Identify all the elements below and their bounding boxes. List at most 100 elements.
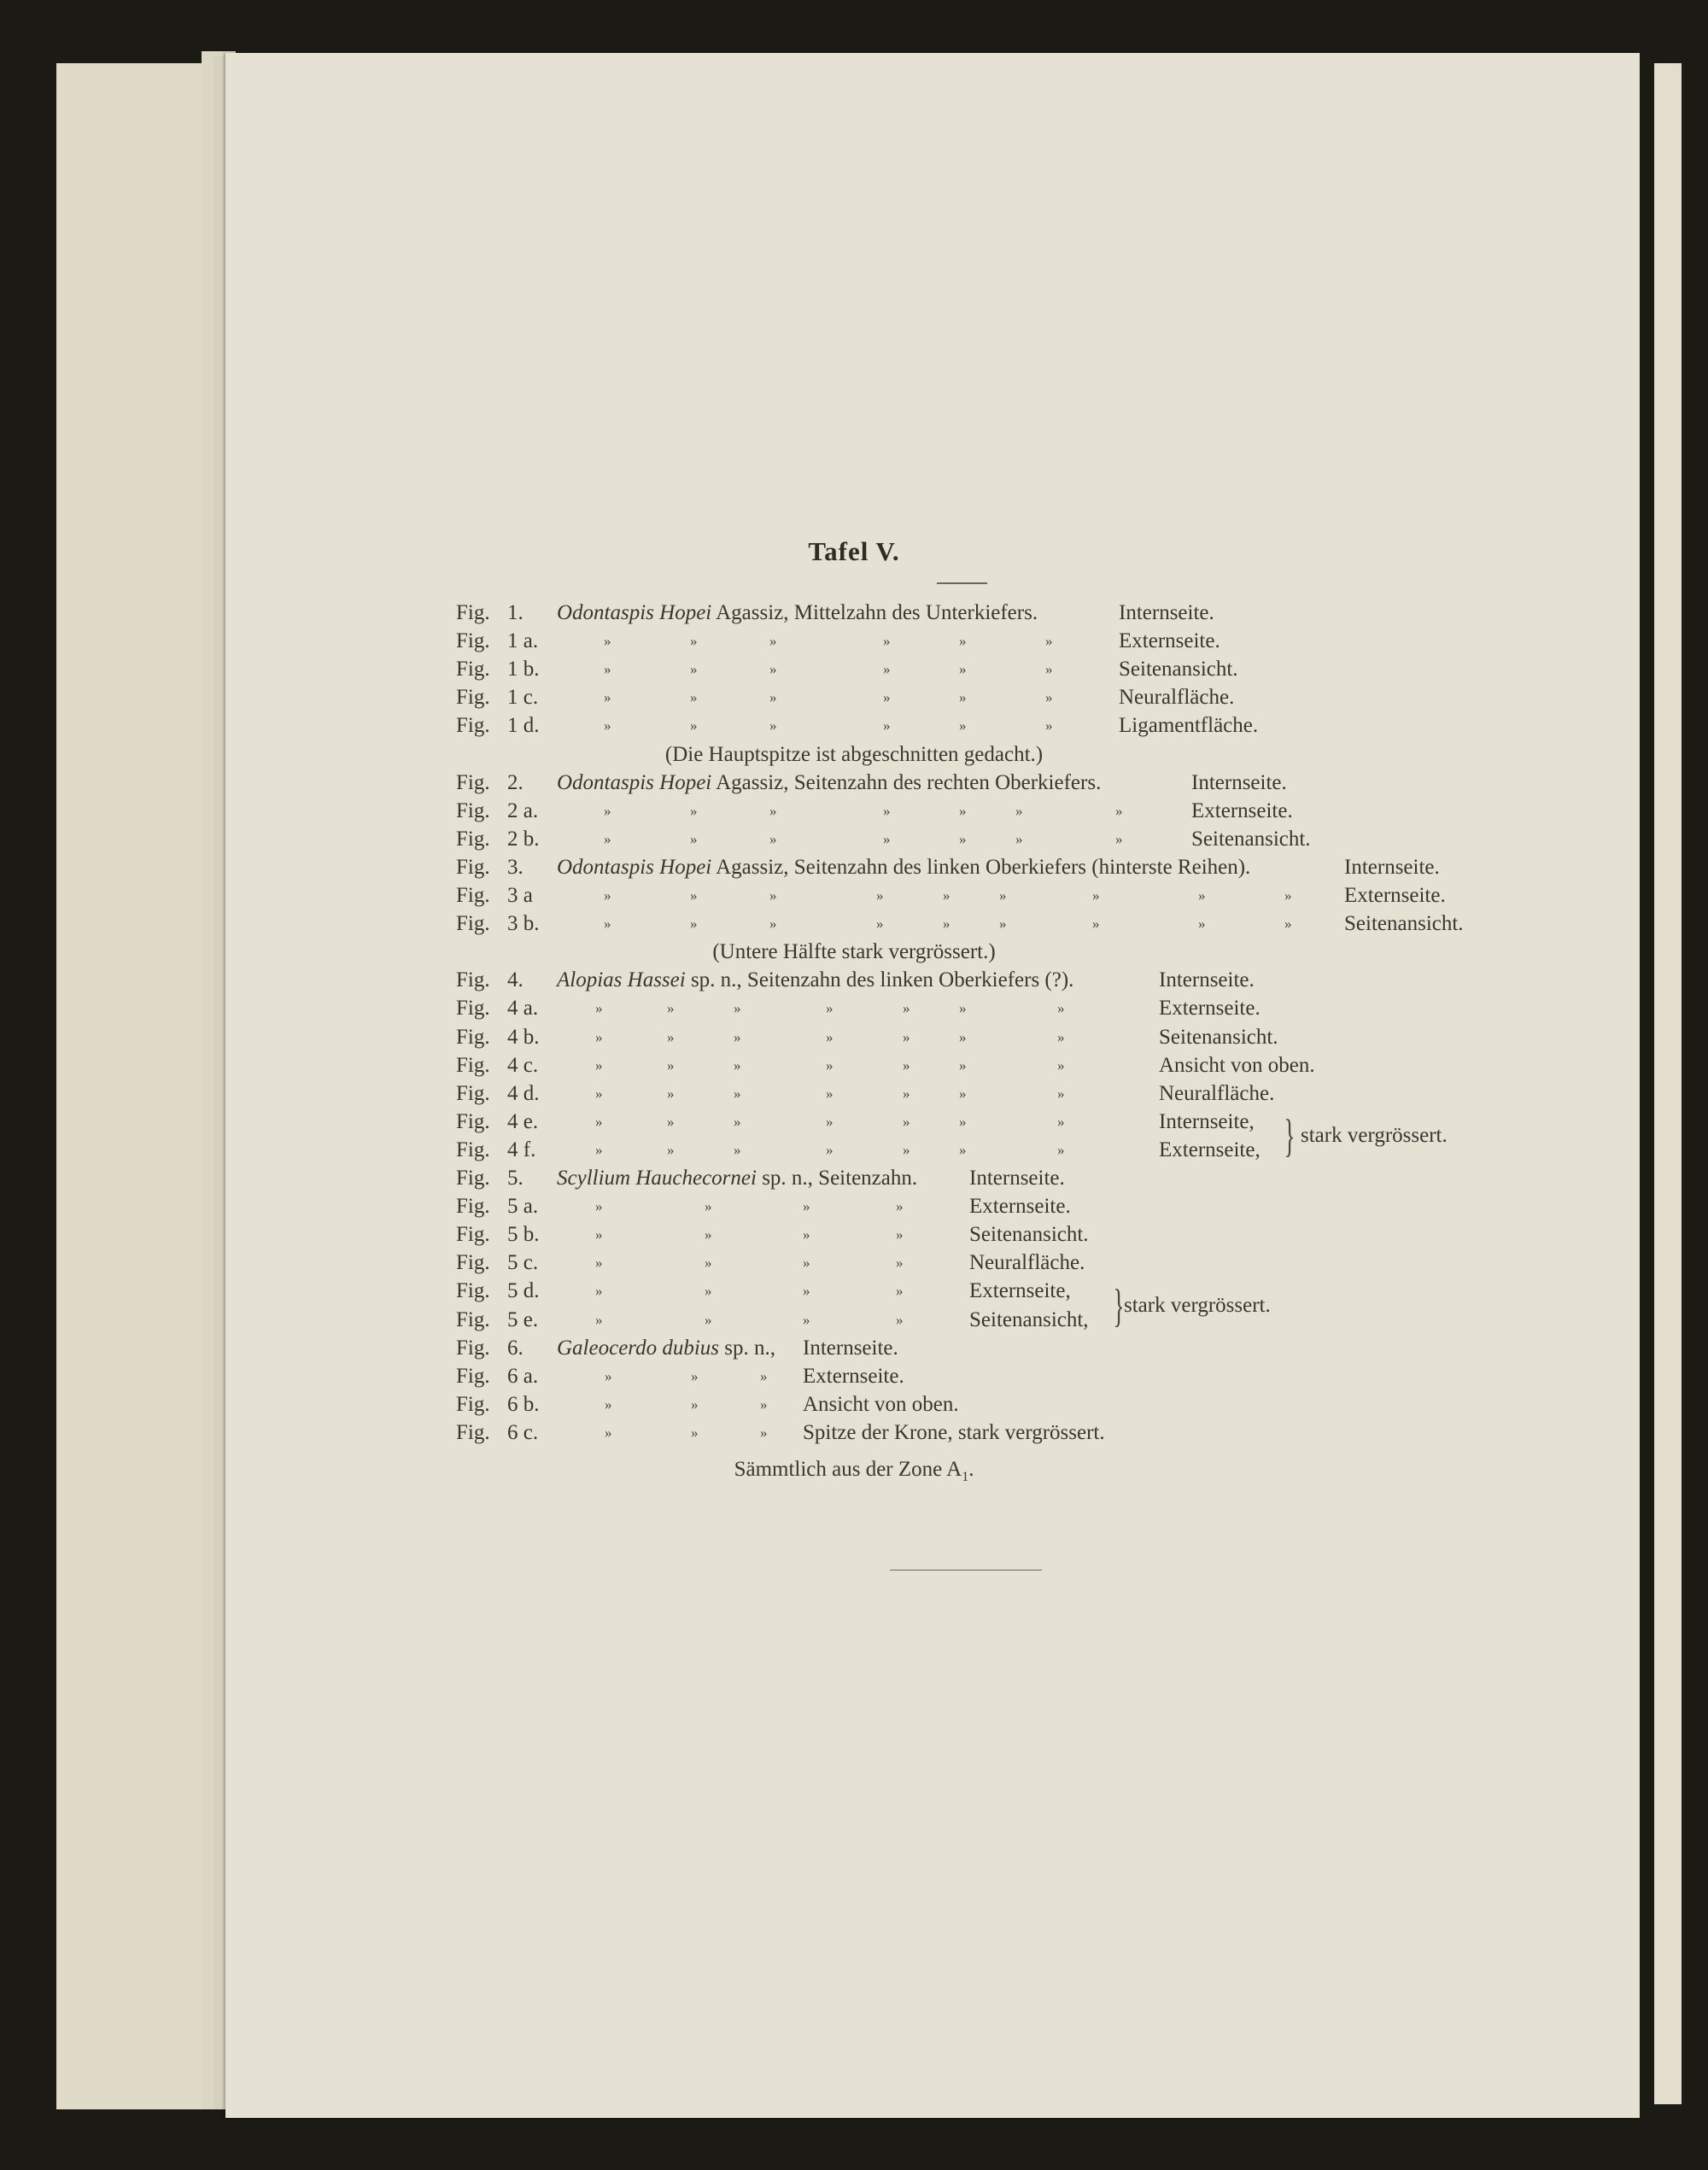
species-name: Odontaspis Hopei bbox=[557, 770, 712, 794]
description-text: sp. n., Seitenzahn. bbox=[756, 1167, 918, 1190]
fig-label: Fig. bbox=[456, 1336, 490, 1360]
ditto-mark: » bbox=[1045, 661, 1053, 678]
page bbox=[225, 53, 1640, 2118]
view-label: Internseite. bbox=[1119, 601, 1214, 624]
fig-label: Fig. bbox=[456, 884, 490, 907]
fig-number: 1 a. bbox=[507, 629, 539, 653]
ditto-mark: » bbox=[690, 887, 698, 904]
ditto-mark: » bbox=[690, 717, 698, 734]
view-label: Externseite. bbox=[1119, 629, 1220, 653]
view-label: Externseite, bbox=[1159, 1138, 1261, 1161]
ditto-mark: » bbox=[595, 1085, 603, 1102]
title-rule bbox=[937, 582, 987, 584]
fig-label: Fig. bbox=[456, 997, 490, 1021]
fig-number: 4 e. bbox=[507, 1109, 539, 1133]
fig-number: 1. bbox=[507, 601, 524, 624]
fig-number: 4 f. bbox=[507, 1138, 536, 1161]
fig-number: 6 c. bbox=[507, 1420, 539, 1444]
ditto-mark: » bbox=[876, 887, 884, 904]
ditto-mark: » bbox=[903, 1028, 910, 1045]
ditto-mark: » bbox=[595, 1028, 603, 1045]
ditto-mark: » bbox=[903, 1056, 910, 1073]
fig-number: 1 b. bbox=[507, 658, 540, 681]
description-text: sp. n., Seitenzahn des linken Oberkiefer… bbox=[685, 968, 1074, 992]
view-label: Externseite, bbox=[969, 1279, 1071, 1303]
fig-label: Fig. bbox=[456, 1053, 490, 1077]
ditto-mark: » bbox=[1045, 717, 1053, 734]
footer-end: . bbox=[968, 1458, 974, 1481]
ditto-mark: » bbox=[769, 887, 777, 904]
fig-number: 1 c. bbox=[507, 686, 539, 710]
fig-number: 4 d. bbox=[507, 1081, 540, 1105]
fig-label: Fig. bbox=[456, 855, 490, 879]
ditto-mark: » bbox=[959, 1085, 967, 1102]
view-label: Seitenansicht. bbox=[969, 1223, 1089, 1247]
ditto-mark: » bbox=[1045, 633, 1053, 650]
fig-number: 6. bbox=[507, 1336, 524, 1360]
species-name: Galeocerdo dubius bbox=[557, 1336, 720, 1360]
ditto-mark: » bbox=[1092, 915, 1100, 933]
ditto-mark: » bbox=[667, 1141, 675, 1158]
fig-label: Fig. bbox=[456, 827, 490, 851]
ditto-mark: » bbox=[734, 1056, 741, 1073]
ditto-mark: » bbox=[705, 1198, 712, 1215]
ditto-mark: » bbox=[667, 1113, 675, 1130]
ditto-mark: » bbox=[1284, 915, 1292, 933]
ditto-mark: » bbox=[903, 1141, 910, 1158]
ditto-mark: » bbox=[690, 661, 698, 678]
view-label: Neuralfläche. bbox=[1159, 1081, 1275, 1105]
fig-number: 2. bbox=[507, 770, 524, 794]
ditto-mark: » bbox=[734, 1141, 741, 1158]
fig-number: 3 b. bbox=[507, 912, 540, 936]
view-label: Seitenansicht, bbox=[969, 1307, 1089, 1331]
description: Odontaspis Hopei Agassiz, Mittelzahn des… bbox=[557, 600, 1038, 626]
species-name: Alopias Hassei bbox=[557, 968, 686, 992]
fig-number: 1 d. bbox=[507, 714, 540, 738]
view-label: Externseite. bbox=[969, 1195, 1071, 1219]
ditto-mark: » bbox=[667, 1056, 675, 1073]
fig-label: Fig. bbox=[456, 1307, 490, 1331]
brace-icon: } bbox=[1284, 1110, 1296, 1162]
fig-label: Fig. bbox=[456, 1109, 490, 1133]
fig-label: Fig. bbox=[456, 1195, 490, 1219]
ditto-mark: » bbox=[803, 1283, 810, 1300]
ditto-mark: » bbox=[604, 633, 611, 650]
fig-label: Fig. bbox=[456, 1223, 490, 1247]
footer-text: Sämmtlich aus der Zone A bbox=[734, 1458, 962, 1481]
ditto-mark: » bbox=[734, 1000, 741, 1017]
fig-number: 5 a. bbox=[507, 1195, 539, 1219]
ditto-mark: » bbox=[595, 1311, 603, 1328]
view-label: Internseite. bbox=[1159, 968, 1255, 992]
view-label: Seitenansicht. bbox=[1119, 658, 1238, 681]
view-label: Spitze der Krone, stark vergrössert. bbox=[803, 1420, 1105, 1444]
ditto-mark: » bbox=[959, 1113, 967, 1130]
fig-label: Fig. bbox=[456, 770, 490, 794]
ditto-mark: » bbox=[705, 1255, 712, 1272]
ditto-mark: » bbox=[826, 1141, 834, 1158]
description-text: Agassiz, Mittelzahn des Unterkiefers. bbox=[711, 601, 1038, 624]
view-label: Externseite. bbox=[1191, 798, 1293, 822]
fig-label: Fig. bbox=[456, 714, 490, 738]
ditto-mark: » bbox=[690, 689, 698, 706]
view-label: Neuralfläche. bbox=[1119, 686, 1235, 710]
ditto-mark: » bbox=[734, 1085, 741, 1102]
ditto-mark: » bbox=[1057, 1113, 1065, 1130]
fig-number: 4 b. bbox=[507, 1025, 540, 1049]
ditto-mark: » bbox=[705, 1283, 712, 1300]
ditto-mark: » bbox=[1115, 802, 1123, 819]
view-label: Seitenansicht. bbox=[1159, 1025, 1278, 1049]
fig-number: 2 a. bbox=[507, 798, 539, 822]
fig-label: Fig. bbox=[456, 968, 490, 992]
ditto-mark: » bbox=[769, 633, 777, 650]
ditto-mark: » bbox=[760, 1395, 768, 1413]
fig-label: Fig. bbox=[456, 798, 490, 822]
ditto-mark: » bbox=[1198, 915, 1206, 933]
ditto-mark: » bbox=[769, 689, 777, 706]
ditto-mark: » bbox=[883, 717, 891, 734]
ditto-mark: » bbox=[691, 1395, 699, 1413]
fig-label: Fig. bbox=[456, 1279, 490, 1303]
species-name: Odontaspis Hopei bbox=[557, 855, 712, 879]
ditto-mark: » bbox=[1057, 1000, 1065, 1017]
ditto-mark: » bbox=[896, 1198, 904, 1215]
